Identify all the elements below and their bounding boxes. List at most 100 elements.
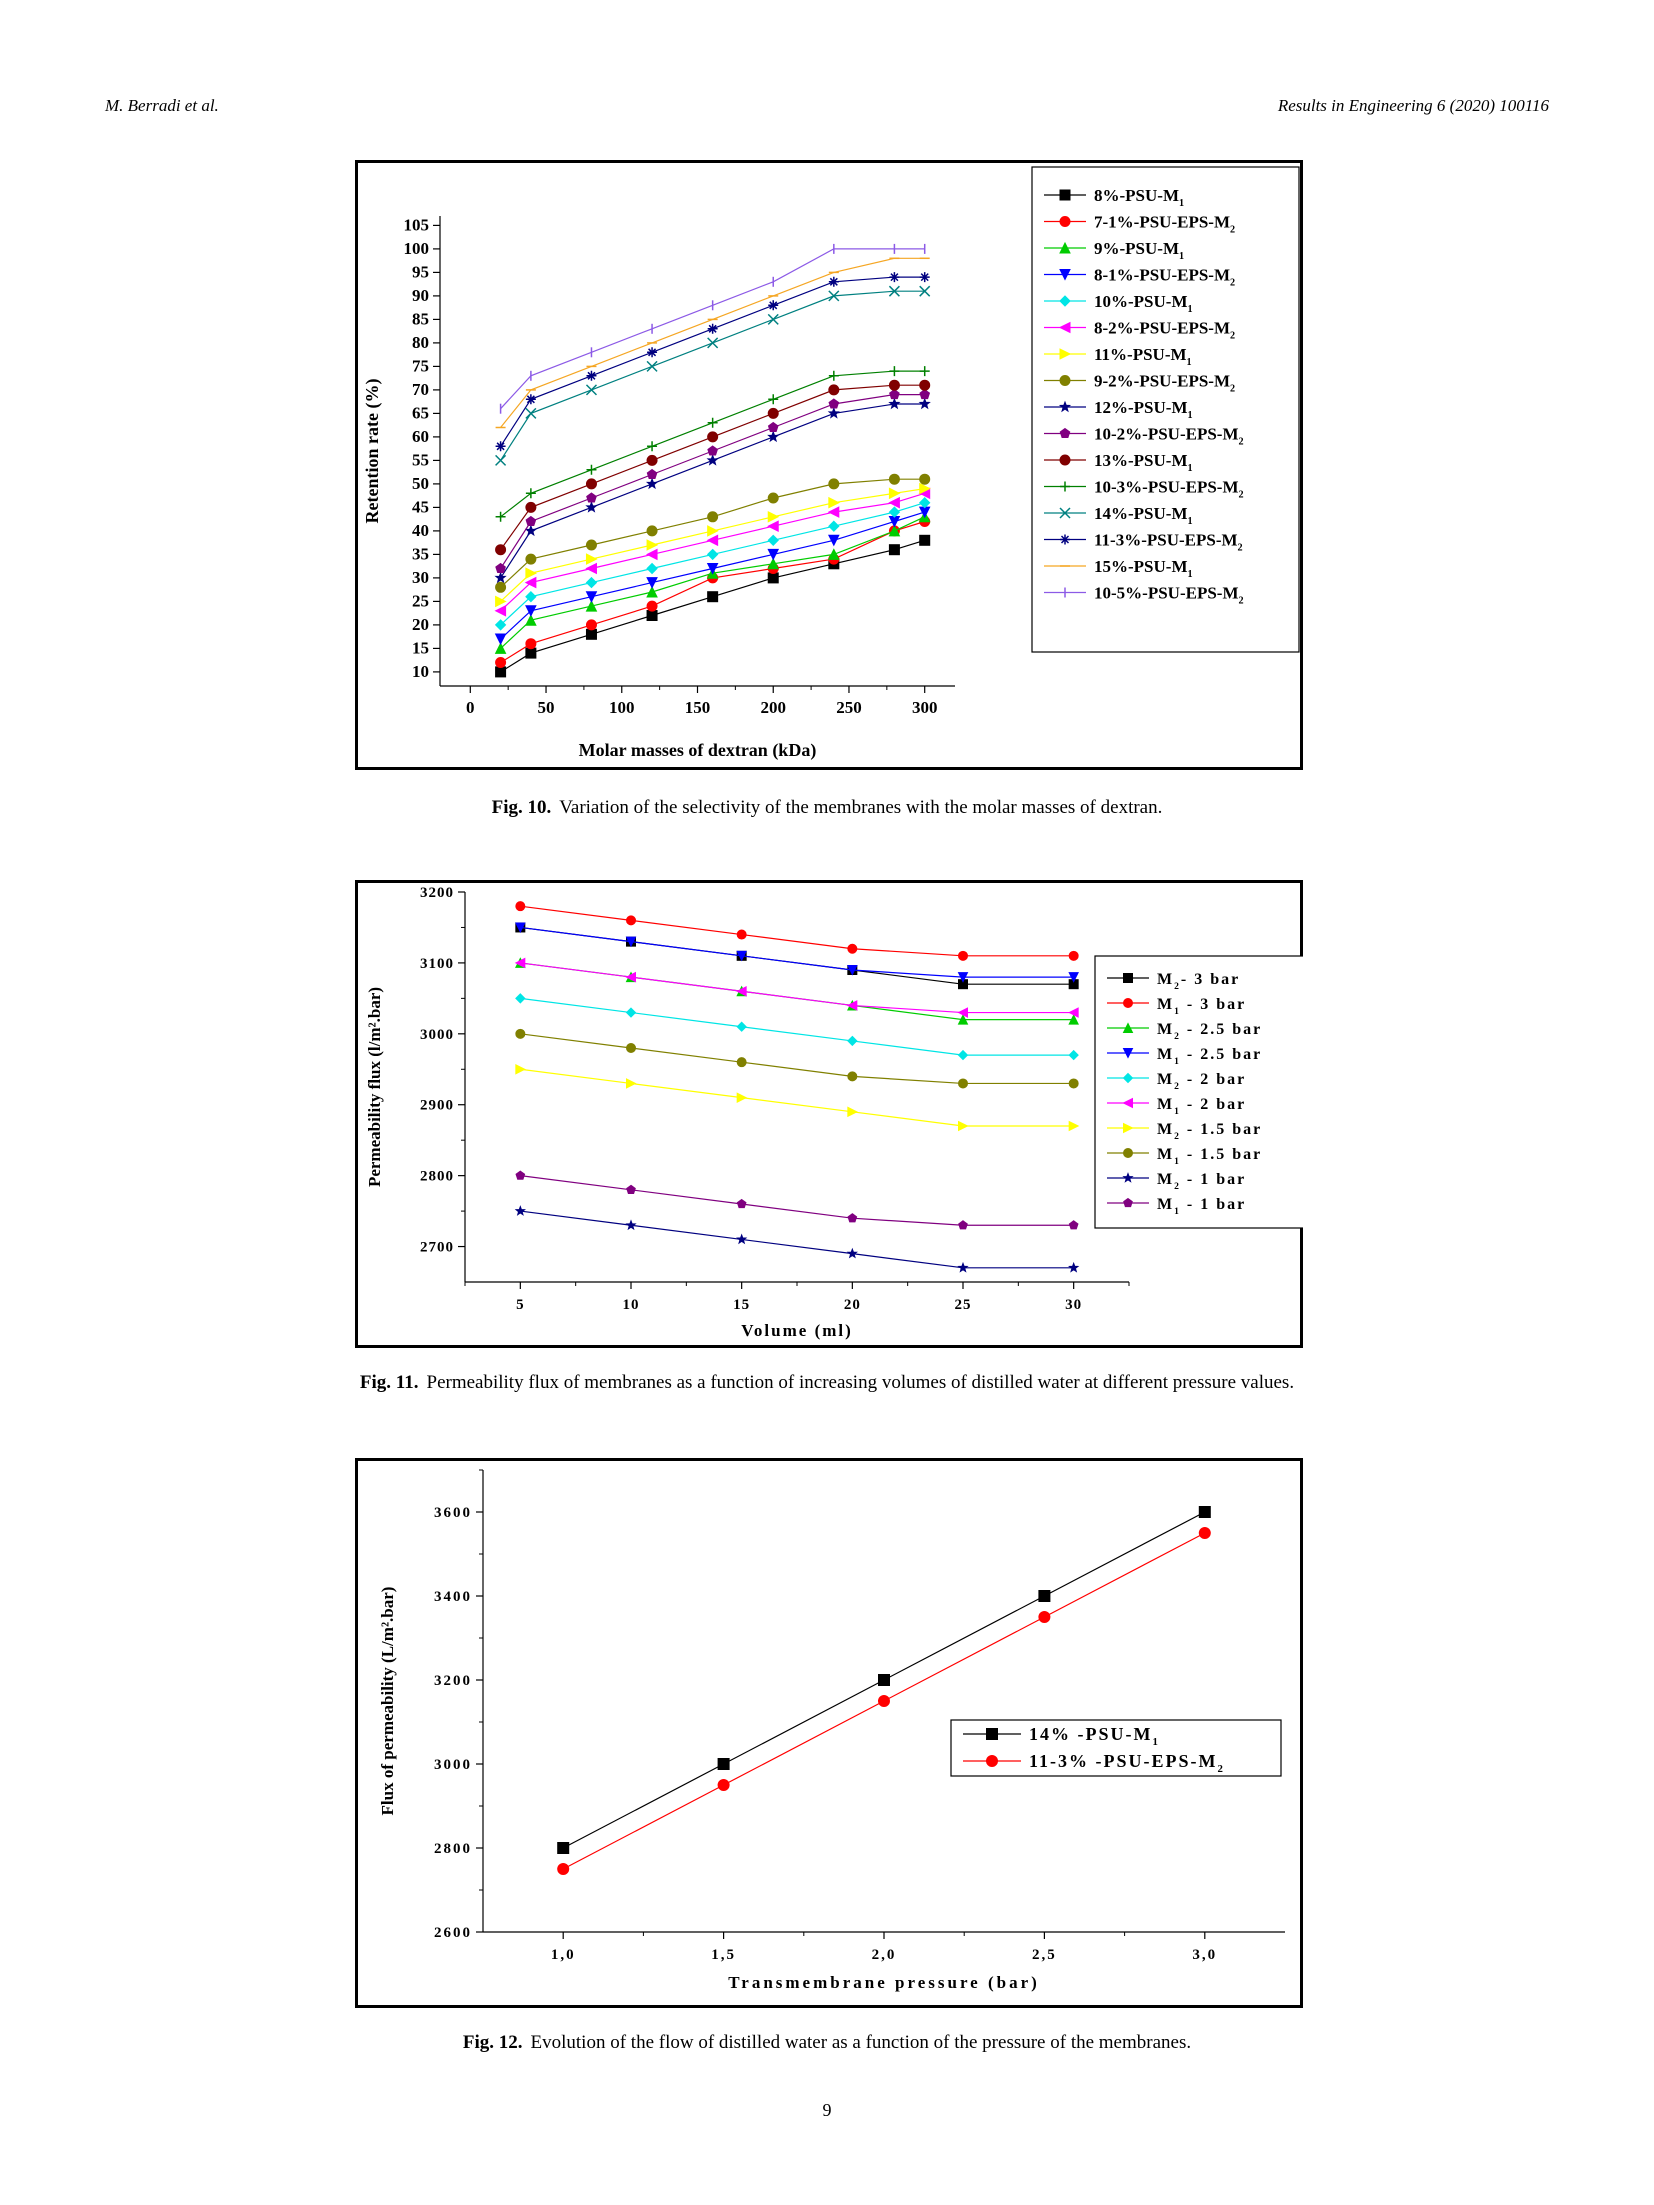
fig10-data-point — [828, 370, 839, 381]
fig10-legend-marker — [1059, 375, 1071, 386]
fig10-series — [499, 243, 926, 414]
fig12-x-tick-label: 3,0 — [1192, 1947, 1217, 1963]
fig12-x-tick-label: 2,0 — [872, 1947, 897, 1963]
fig11-legend-marker — [1123, 1148, 1133, 1158]
fig11-legend-marker — [1123, 1197, 1133, 1208]
fig10-y-tick-label: 90 — [412, 286, 429, 305]
fig10-y-tick-label: 85 — [412, 309, 429, 328]
fig10-data-point — [706, 453, 719, 466]
fig11-data-point — [957, 1049, 969, 1061]
fig11-data-point — [957, 1007, 968, 1018]
fig11-legend-marker — [1123, 998, 1133, 1008]
fig10-legend-marker — [1059, 427, 1071, 439]
fig10-data-point — [524, 576, 537, 589]
fig10-data-point — [586, 492, 597, 503]
fig11-data-point — [847, 1035, 858, 1047]
fig10-series — [495, 285, 931, 466]
fig10-legend-marker — [1058, 400, 1072, 413]
fig11-series-line — [520, 1068, 1074, 1127]
fig12-axes: 2600 2800 3000 3200 3400 3600 1,0 1,5 2,0 2,5 3,0 — [434, 1469, 1285, 1963]
fig10-legend-entry: 11-3%-PSU-EPS-M2 — [1094, 531, 1243, 554]
fig10-data-point — [828, 398, 840, 409]
fig11-data-point — [958, 1120, 969, 1132]
fig10-legend-entry: 10-2%-PSU-EPS-M2 — [1094, 425, 1244, 448]
fig11-data-point — [625, 1007, 637, 1018]
fig10-legend-entry: 9-2%-PSU-EPS-M2 — [1094, 372, 1235, 395]
fig10-x-tick-label: 300 — [912, 698, 938, 717]
fig10-data-point — [646, 468, 658, 480]
fig11-series-line — [520, 926, 1074, 978]
fig11-data-point — [626, 1184, 636, 1194]
fig10-data-point — [585, 478, 597, 490]
fig10-data-point — [585, 384, 598, 396]
fig10-legend-marker — [1059, 269, 1071, 281]
fig12-legend: 14% -PSU-M1 11-3% -PSU-EPS-M2 — [950, 1719, 1282, 1777]
figure-12-caption-text: Evolution of the flow of distilled water… — [530, 2032, 1192, 2053]
fig12-y-tick-label: 3600 — [434, 1505, 472, 1521]
fig11-legend-marker — [1123, 973, 1133, 983]
fig10-legend: 8%-PSU-M1 7-1%-PSU-EPS-M2 9%-PSU-M1 8-1%-PS… — [1031, 166, 1300, 653]
fig10-data-point — [645, 548, 658, 561]
fig10-data-point — [889, 366, 900, 377]
fig11-legend-entry: M1 - 2 bar — [1157, 1096, 1246, 1117]
fig10-data-point — [646, 610, 658, 621]
fig10-series — [495, 482, 931, 608]
fig12-y-axis-label: Flux of permeability (L/m².bar) — [378, 1587, 397, 1816]
fig10-legend-entry: 9%-PSU-M1 — [1094, 239, 1184, 262]
fig10-data-point — [707, 445, 718, 456]
fig10-data-point — [585, 599, 598, 612]
fig11-data-point — [515, 1028, 526, 1039]
fig11-data-point — [847, 1106, 858, 1118]
fig10-legend-marker — [1060, 481, 1070, 492]
fig10-data-point — [585, 500, 598, 513]
fig11-legend: M2- 3 bar M1 - 3 bar M2 - 2.5 bar M1 - 2.5 … — [1094, 955, 1303, 1229]
fig11-data-point — [958, 950, 968, 961]
fig11-legend-entry: M1 - 1.5 bar — [1157, 1146, 1262, 1167]
fig10-data-point — [495, 595, 507, 608]
fig10-data-point — [888, 544, 900, 556]
fig11-data-point — [957, 1014, 969, 1025]
fig10-data-point — [495, 657, 507, 668]
fig10-x-tick-label: 0 — [466, 698, 475, 717]
fig10-axes: 10 15 20 25 30 35 40 45 50 55 60 65 70 75 80 85 90 95 100 1… — [404, 215, 955, 717]
fig11-data-point — [736, 1233, 748, 1245]
fig10-data-point — [767, 548, 780, 561]
fig10-series — [494, 506, 931, 646]
fig11-legend-entry: M2 - 2.5 bar — [1157, 1021, 1262, 1042]
fig10-y-tick-label: 70 — [412, 380, 429, 399]
fig11-legend-entry: M2- 3 bar — [1157, 971, 1240, 992]
fig11-x-axis-label: Volume (ml) — [741, 1321, 853, 1340]
fig12-legend-box — [950, 1719, 1282, 1777]
fig12-data-point — [878, 1674, 890, 1686]
fig10-series — [495, 272, 930, 452]
fig11-data-point — [626, 915, 636, 926]
fig10-data-point — [889, 388, 900, 400]
fig10-y-tick-label: 40 — [412, 521, 429, 540]
fig11-x-tick-label: 25 — [955, 1297, 972, 1313]
fig11-data-point — [515, 901, 526, 912]
fig10-y-tick-label: 75 — [412, 356, 429, 375]
fig11-data-point — [847, 943, 858, 954]
figure-10-caption-text: Variation of the selectivity of the memb… — [559, 797, 1163, 818]
fig10-y-tick-label: 80 — [412, 333, 429, 352]
fig10-x-tick-label: 150 — [685, 698, 711, 717]
fig10-data-point — [525, 407, 537, 419]
fig11-legend-entry: M2 - 1.5 bar — [1157, 1121, 1262, 1142]
fig10-data-point — [495, 454, 507, 466]
fig12-series — [557, 1506, 1211, 1854]
figure-12-chart: 2600 2800 3000 3200 3400 3600 1,0 1,5 2,0 2,5 3,0 T… — [355, 1458, 1303, 2008]
fig10-data-point — [767, 407, 779, 419]
fig10-data-point — [646, 600, 658, 612]
fig10-data-point — [888, 506, 901, 518]
fig12-legend-entry: 11-3% -PSU-EPS-M2 — [1029, 1751, 1225, 1775]
fig12-data-point — [878, 1695, 890, 1707]
fig10-legend-marker — [1058, 321, 1071, 334]
fig10-data-point — [646, 539, 659, 551]
fig11-data-point — [515, 922, 526, 934]
fig10-data-point — [827, 406, 840, 419]
fig11-data-point — [957, 1261, 969, 1273]
fig10-data-point — [495, 544, 507, 556]
fig12-x-tick-label: 2,5 — [1032, 1947, 1057, 1963]
fig10-legend-marker — [1060, 534, 1070, 545]
fig12-x-tick-label: 1,0 — [551, 1947, 576, 1963]
